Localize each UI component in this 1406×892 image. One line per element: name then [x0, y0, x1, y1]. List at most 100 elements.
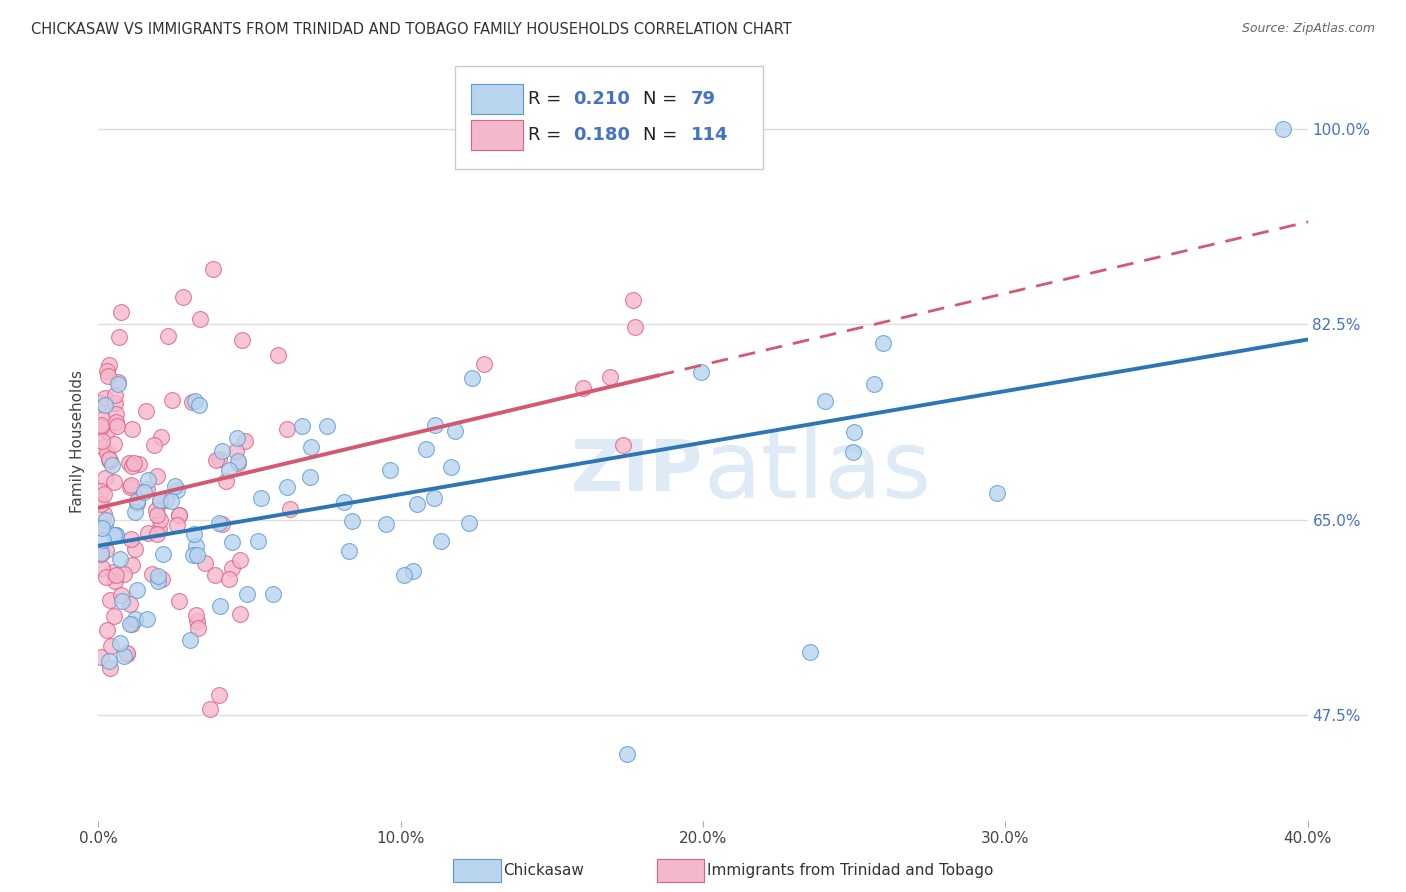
- Point: [472, 357, 495, 371]
- Point: [103, 527, 125, 541]
- Point: [91, 411, 114, 425]
- Point: [444, 424, 467, 438]
- Point: [112, 649, 135, 664]
- Point: [107, 376, 129, 391]
- Point: [799, 645, 821, 659]
- Point: [96, 424, 118, 438]
- Point: [135, 483, 157, 497]
- Point: [208, 688, 231, 702]
- Point: [430, 533, 453, 548]
- Point: [94, 570, 117, 584]
- Point: [145, 503, 167, 517]
- Text: 0.210: 0.210: [574, 90, 630, 108]
- Point: [108, 551, 131, 566]
- Point: [425, 417, 447, 432]
- Point: [91, 521, 114, 535]
- Point: [842, 445, 865, 459]
- Point: [299, 470, 322, 484]
- Point: [226, 454, 249, 468]
- Point: [276, 480, 298, 494]
- Point: [209, 599, 232, 613]
- Point: [118, 480, 141, 494]
- Point: [112, 566, 135, 581]
- Point: [231, 333, 253, 347]
- Point: [150, 430, 173, 444]
- Point: [204, 567, 226, 582]
- Point: [218, 463, 240, 477]
- Point: [181, 395, 204, 409]
- Y-axis label: Family Households: Family Households: [70, 370, 86, 513]
- Point: [132, 484, 155, 499]
- Point: [96, 624, 118, 638]
- Point: [572, 381, 595, 395]
- Point: [98, 358, 121, 372]
- Point: [90, 396, 112, 410]
- Point: [103, 475, 125, 489]
- Point: [118, 456, 141, 470]
- Point: [146, 568, 169, 582]
- Point: [233, 434, 256, 448]
- Point: [120, 617, 142, 632]
- Point: [110, 305, 132, 319]
- Point: [136, 526, 159, 541]
- Point: [226, 457, 249, 471]
- Point: [215, 474, 238, 488]
- Point: [440, 460, 463, 475]
- Point: [124, 542, 146, 557]
- Point: [93, 507, 115, 521]
- Point: [103, 574, 125, 589]
- Point: [155, 493, 177, 508]
- Point: [90, 546, 112, 560]
- Point: [121, 616, 143, 631]
- Point: [104, 568, 127, 582]
- FancyBboxPatch shape: [456, 66, 763, 169]
- Point: [278, 501, 301, 516]
- Point: [872, 335, 894, 350]
- Point: [208, 516, 231, 531]
- FancyBboxPatch shape: [471, 120, 523, 151]
- Point: [110, 588, 132, 602]
- Text: Chickasaw: Chickasaw: [503, 863, 585, 878]
- Point: [98, 661, 121, 675]
- Point: [616, 747, 638, 761]
- Point: [94, 513, 117, 527]
- Point: [415, 442, 437, 456]
- Point: [193, 556, 215, 570]
- Point: [208, 452, 231, 467]
- Point: [90, 484, 112, 499]
- Point: [121, 422, 143, 436]
- Point: [183, 527, 205, 541]
- Point: [105, 419, 128, 434]
- Point: [204, 453, 226, 467]
- Point: [96, 364, 118, 378]
- Point: [90, 649, 112, 664]
- Point: [146, 526, 169, 541]
- Point: [107, 375, 129, 389]
- Point: [187, 398, 209, 412]
- Point: [105, 528, 128, 542]
- Point: [211, 443, 233, 458]
- Point: [184, 539, 207, 553]
- Text: N =: N =: [643, 90, 682, 108]
- Point: [143, 438, 166, 452]
- Point: [392, 568, 415, 582]
- Point: [145, 469, 167, 483]
- Point: [150, 572, 173, 586]
- Point: [250, 491, 273, 506]
- Point: [90, 420, 112, 434]
- Point: [316, 419, 339, 434]
- Point: [186, 548, 208, 562]
- Point: [90, 497, 112, 511]
- Point: [97, 368, 120, 383]
- Point: [172, 290, 194, 304]
- Point: [104, 408, 127, 422]
- Point: [100, 640, 122, 654]
- Point: [121, 532, 143, 546]
- Text: CHICKASAW VS IMMIGRANTS FROM TRINIDAD AND TOBAGO FAMILY HOUSEHOLDS CORRELATION C: CHICKASAW VS IMMIGRANTS FROM TRINIDAD AN…: [31, 22, 792, 37]
- Point: [221, 561, 243, 575]
- Point: [121, 558, 143, 573]
- Point: [378, 463, 401, 477]
- Point: [104, 396, 127, 410]
- Point: [621, 293, 644, 307]
- Point: [183, 549, 205, 563]
